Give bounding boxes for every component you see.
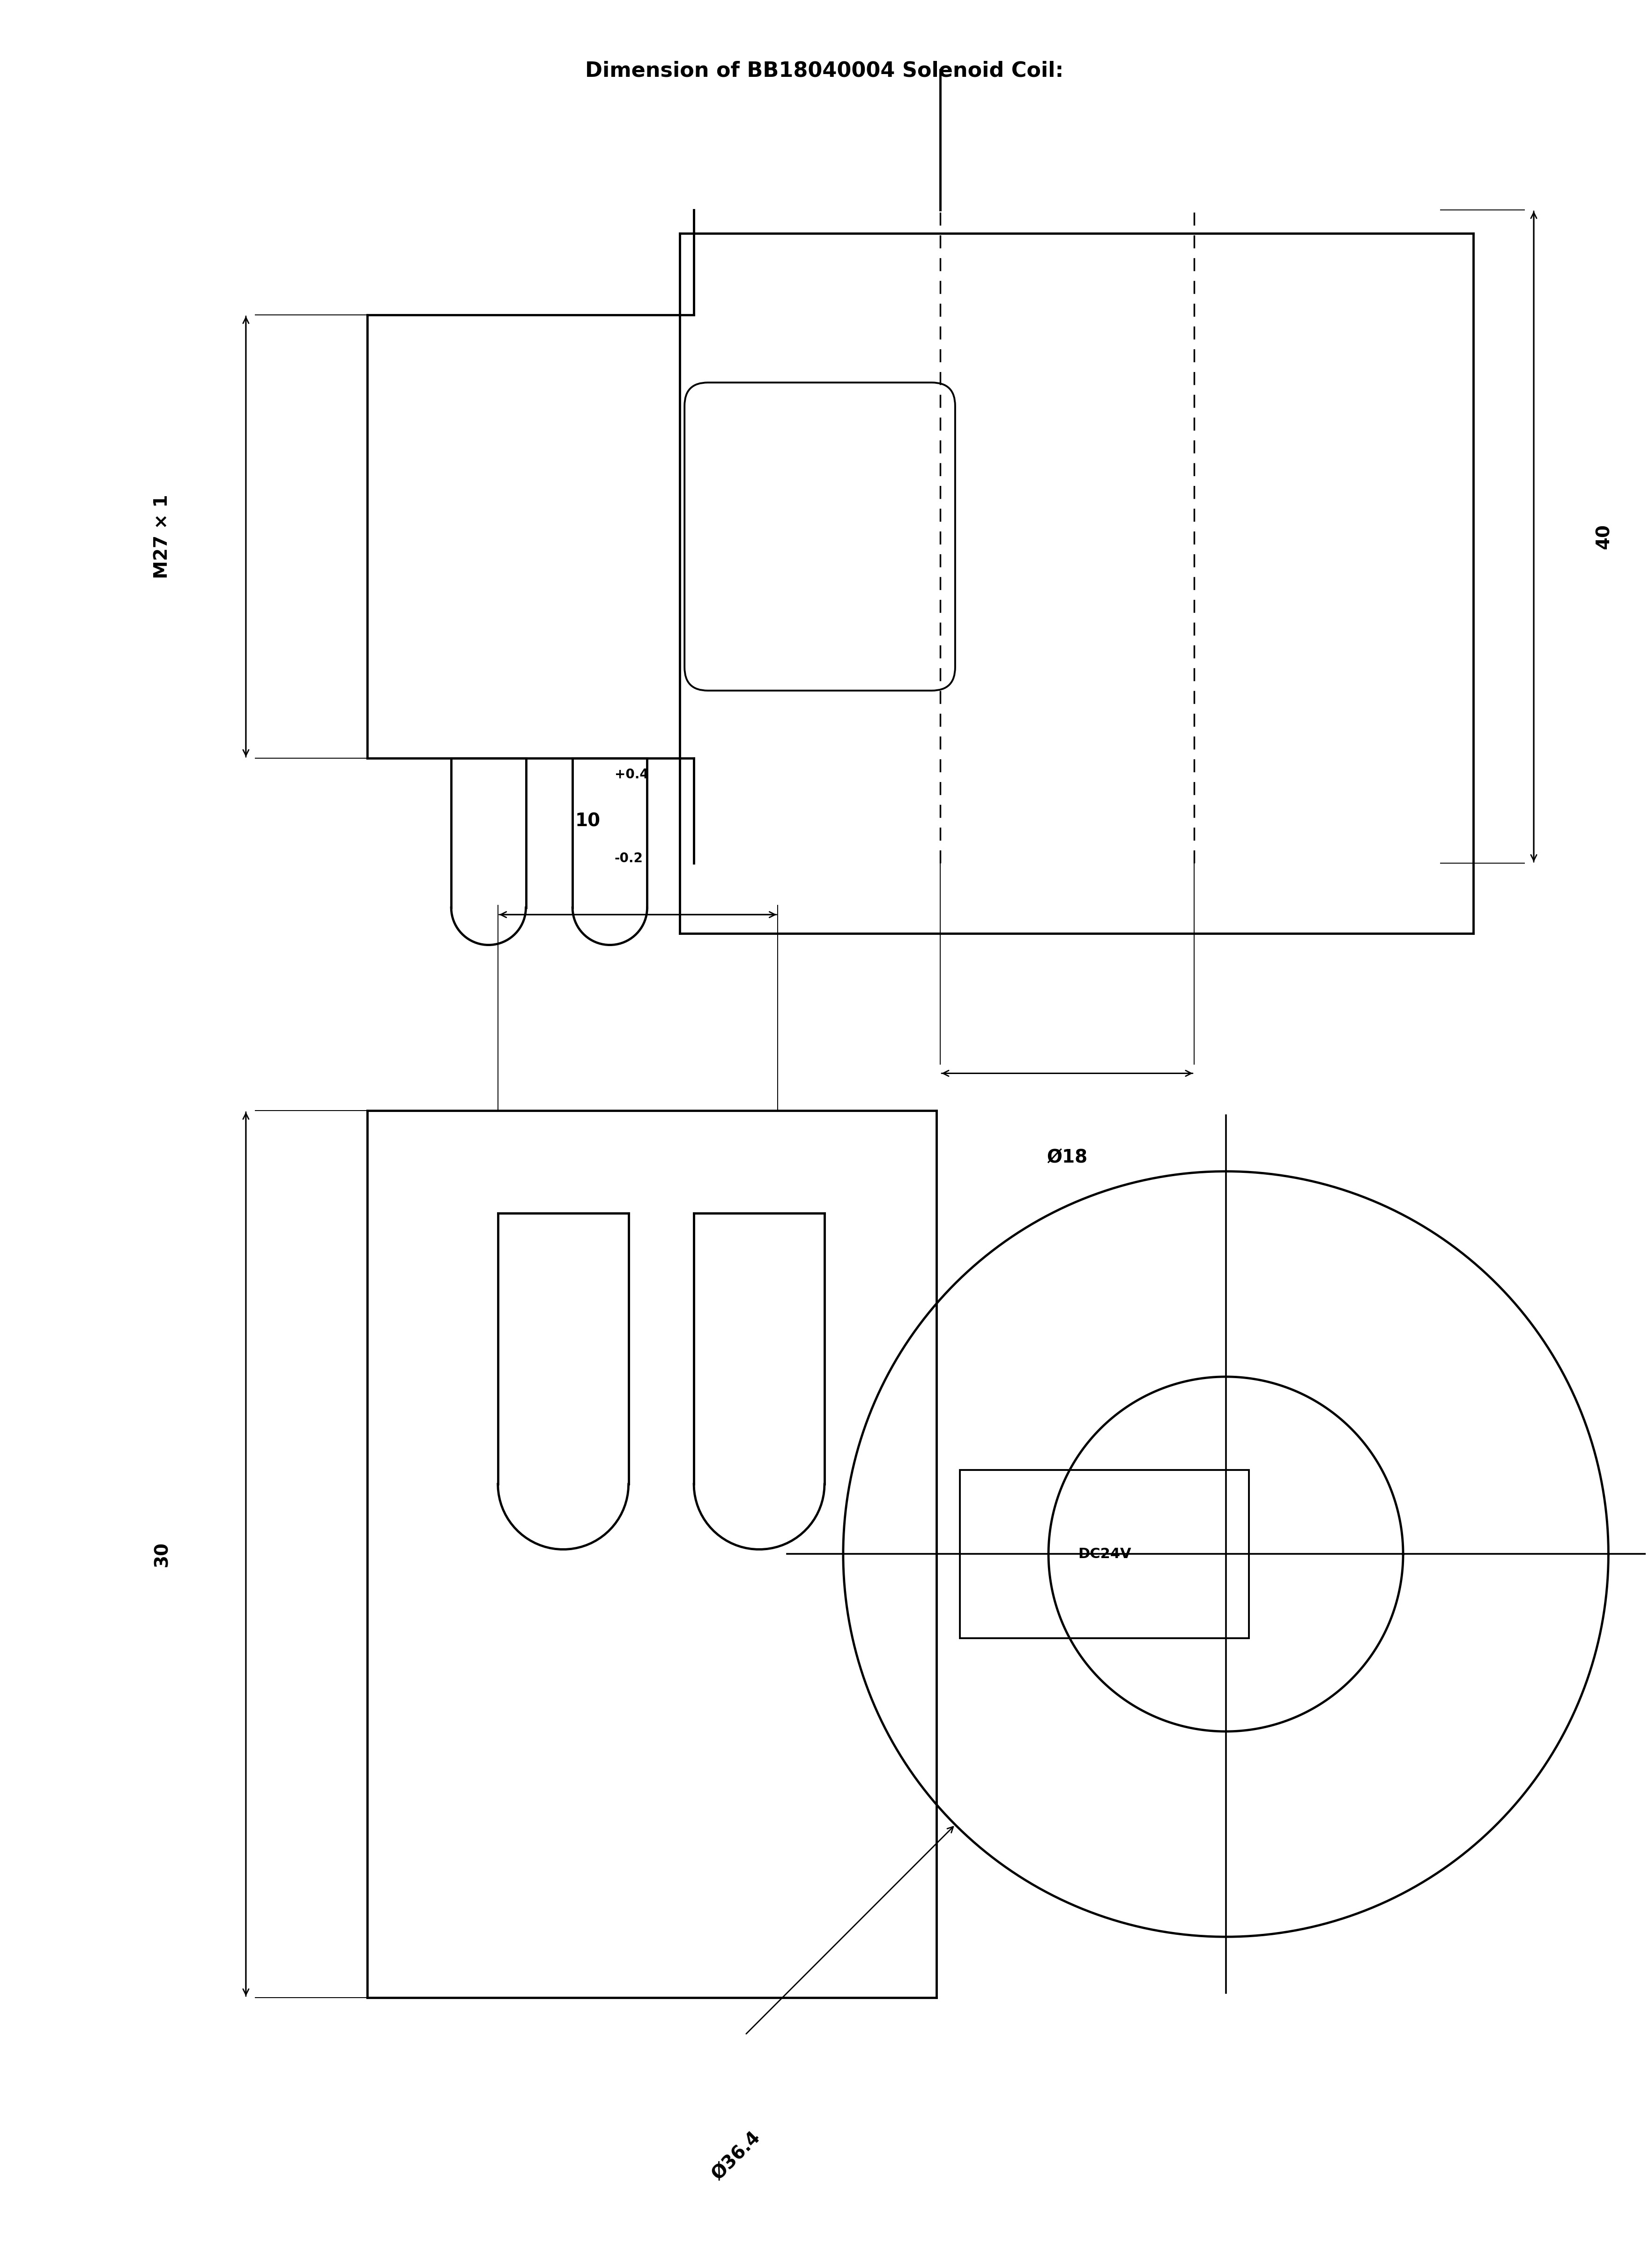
- Text: +0.4: +0.4: [615, 769, 648, 780]
- Text: M27 × 1: M27 × 1: [153, 494, 171, 578]
- Text: DC24V: DC24V: [1078, 1547, 1131, 1560]
- Text: -0.2: -0.2: [615, 853, 643, 864]
- Bar: [960, 1470, 1250, 1637]
- Text: Ø18: Ø18: [1047, 1148, 1088, 1166]
- Text: Ø36.4: Ø36.4: [709, 2127, 763, 2184]
- Text: 30: 30: [153, 1542, 171, 1567]
- Text: 10: 10: [576, 812, 600, 830]
- Text: 40: 40: [1595, 524, 1613, 549]
- Text: Dimension of BB18040004 Solenoid Coil:: Dimension of BB18040004 Solenoid Coil:: [585, 61, 1064, 82]
